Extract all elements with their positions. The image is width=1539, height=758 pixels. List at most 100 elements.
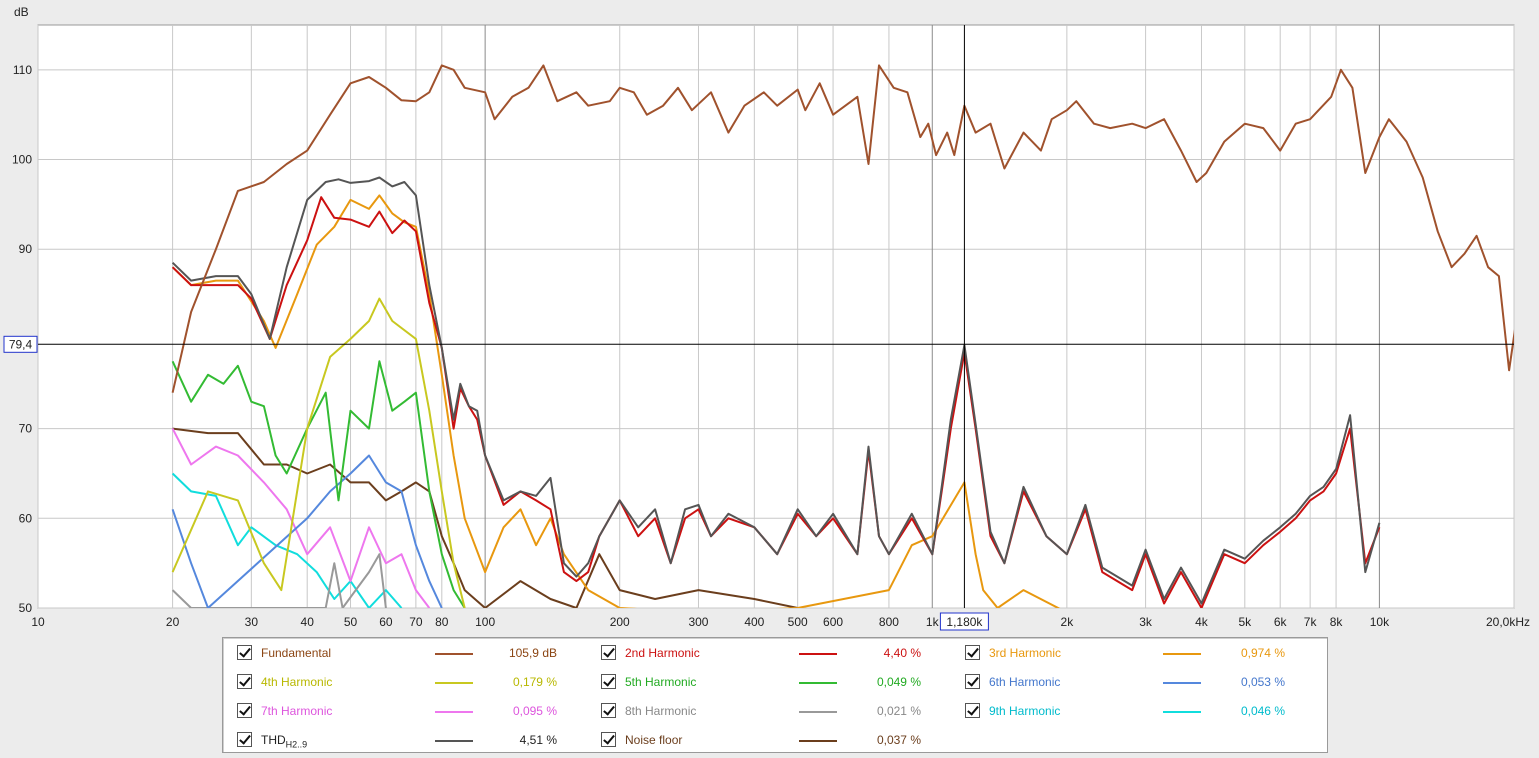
x-tick-label: 50 xyxy=(344,615,358,629)
legend-label: 7th Harmonic xyxy=(261,704,332,718)
series-line-8th-harmonic xyxy=(171,553,387,608)
legend-value: 0,179 % xyxy=(512,675,557,689)
x-tick-label: 600 xyxy=(823,615,843,629)
legend-checkbox[interactable] xyxy=(601,703,616,718)
legend-label: THDH2..9 xyxy=(261,733,307,749)
cursor-x-label: 1,180k xyxy=(946,615,983,629)
legend-value: 0,046 % xyxy=(1240,704,1285,718)
x-tick-label: 3k xyxy=(1139,615,1153,629)
y-tick-label: 100 xyxy=(12,153,32,167)
legend-label: 8th Harmonic xyxy=(625,704,696,718)
x-tick-label: 10k xyxy=(1370,615,1390,629)
legend-checkbox[interactable] xyxy=(237,645,252,660)
grid-lines xyxy=(37,25,1515,609)
legend-swatch xyxy=(1163,653,1201,655)
legend-swatch xyxy=(435,711,473,713)
legend-label-text: Noise floor xyxy=(625,733,683,747)
x-tick-label: 10 xyxy=(31,615,45,629)
series-line-thd-h2-9 xyxy=(171,176,1381,605)
x-tick-label: 200 xyxy=(610,615,630,629)
legend-value: 0,021 % xyxy=(876,704,921,718)
legend: Fundamental 105,9 dB 2nd Harmonic 4,40 % 3rd… xyxy=(222,637,1328,753)
x-tick-label: 5k xyxy=(1238,615,1252,629)
legend-label-text: Fundamental xyxy=(261,646,332,660)
series-line-4th-harmonic xyxy=(171,297,466,608)
legend-swatch xyxy=(435,682,473,684)
legend-label: 9th Harmonic xyxy=(989,704,1060,718)
x-tick-label: 6k xyxy=(1274,615,1288,629)
legend-swatch xyxy=(1163,711,1201,713)
x-tick-label: 20,0kHz xyxy=(1486,615,1530,629)
legend-checkbox[interactable] xyxy=(237,732,252,747)
x-tick-label: 800 xyxy=(879,615,899,629)
x-tick-label: 300 xyxy=(688,615,708,629)
legend-swatch xyxy=(435,740,473,742)
legend-item-7th-harmonic: 7th Harmonic 0,095 % xyxy=(237,702,577,722)
legend-label-text: 9th Harmonic xyxy=(989,704,1061,718)
x-tick-label: 70 xyxy=(409,615,423,629)
legend-checkbox[interactable] xyxy=(237,703,252,718)
cursor-y-label: 79,4 xyxy=(9,337,33,351)
x-tick-label: 20 xyxy=(166,615,180,629)
legend-checkbox[interactable] xyxy=(965,645,980,660)
legend-label-text: 4th Harmonic xyxy=(261,675,333,689)
legend-label-text: 5th Harmonic xyxy=(625,675,697,689)
legend-item-5th-harmonic: 5th Harmonic 0,049 % xyxy=(601,673,941,693)
thd-chart[interactable]: 50 60 70 90 100 110 10 20 30 40 50 60 70 80 100 200 300… xyxy=(0,0,1539,640)
legend-item-2nd-harmonic: 2nd Harmonic 4,40 % xyxy=(601,644,941,664)
legend-value: 0,053 % xyxy=(1240,675,1285,689)
series-line-9th-harmonic xyxy=(171,472,403,608)
x-tick-label: 40 xyxy=(301,615,315,629)
series-line-5th-harmonic xyxy=(171,360,466,608)
legend-label-text: 8th Harmonic xyxy=(625,704,697,718)
x-tick-label: 1k xyxy=(926,615,940,629)
legend-checkbox[interactable] xyxy=(601,732,616,747)
y-tick-label: 70 xyxy=(19,422,33,436)
legend-label-text: THD xyxy=(261,733,286,747)
legend-checkbox[interactable] xyxy=(601,645,616,660)
x-tick-label: 30 xyxy=(245,615,259,629)
legend-checkbox[interactable] xyxy=(601,674,616,689)
legend-label: 5th Harmonic xyxy=(625,675,696,689)
legend-label: 3rd Harmonic xyxy=(989,646,1061,660)
y-tick-label: 90 xyxy=(19,242,33,256)
cursor-y-box xyxy=(3,335,38,353)
legend-value: 4,40 % xyxy=(883,646,921,660)
x-tick-label: 60 xyxy=(379,615,393,629)
legend-item-9th-harmonic: 9th Harmonic 0,046 % xyxy=(965,702,1305,722)
legend-label-text: 2nd Harmonic xyxy=(625,646,700,660)
legend-value: 0,049 % xyxy=(876,675,921,689)
plot-background xyxy=(37,24,1515,609)
legend-checkbox[interactable] xyxy=(237,674,252,689)
x-tick-label: 100 xyxy=(475,615,495,629)
legend-checkbox[interactable] xyxy=(965,703,980,718)
legend-checkbox[interactable] xyxy=(965,674,980,689)
cursor[interactable]: 79,4 1,180k xyxy=(3,25,1514,631)
x-tick-label: 400 xyxy=(744,615,764,629)
y-unit-label: dB xyxy=(14,5,29,19)
legend-label: 2nd Harmonic xyxy=(625,646,700,660)
y-tick-label: 110 xyxy=(13,63,32,77)
legend-item-4th-harmonic: 4th Harmonic 0,179 % xyxy=(237,673,577,693)
legend-swatch xyxy=(435,653,473,655)
legend-value: 105,9 dB xyxy=(508,646,557,660)
series-line-2nd-harmonic xyxy=(171,196,1381,608)
y-tick-label: 50 xyxy=(19,601,33,615)
legend-item-thd: THDH2..9 4,51 % xyxy=(237,731,577,751)
legend-value: 0,095 % xyxy=(512,704,557,718)
x-tick-label: 500 xyxy=(788,615,808,629)
cursor-x-box xyxy=(939,612,989,631)
legend-value: 0,974 % xyxy=(1240,646,1285,660)
legend-item-8th-harmonic: 8th Harmonic 0,021 % xyxy=(601,702,941,722)
legend-label-text: 7th Harmonic xyxy=(261,704,333,718)
x-tick-label: 7k xyxy=(1304,615,1318,629)
legend-value: 0,037 % xyxy=(876,733,921,747)
y-axis: 50 60 70 90 100 110 xyxy=(12,63,32,615)
legend-item-3rd-harmonic: 3rd Harmonic 0,974 % xyxy=(965,644,1305,664)
x-axis: 10 20 30 40 50 60 70 80 100 200 300 400 500 600 800 1k 2… xyxy=(31,615,1530,629)
legend-label: Noise floor xyxy=(625,733,682,747)
legend-label: 6th Harmonic xyxy=(989,675,1060,689)
legend-swatch xyxy=(799,711,837,713)
legend-swatch xyxy=(799,682,837,684)
legend-swatch xyxy=(799,653,837,655)
